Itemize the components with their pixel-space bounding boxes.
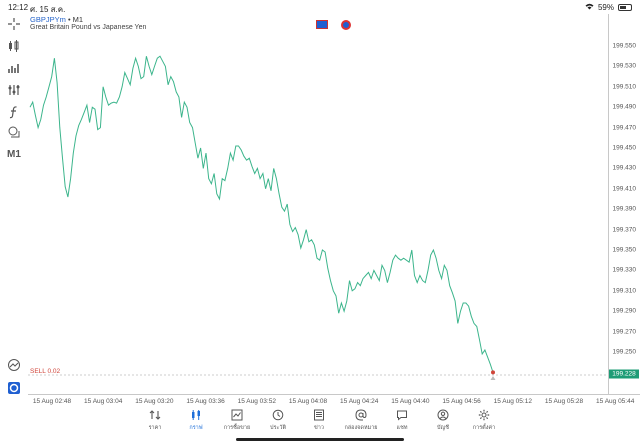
crosshair-icon[interactable] (6, 16, 22, 32)
timeframe-button[interactable]: M1 (7, 148, 21, 160)
nav-quotes-label: ราคา (148, 425, 162, 431)
chart-candles-icon (192, 410, 200, 420)
price-chart (28, 55, 608, 380)
quotes-arrows-icon (149, 410, 161, 420)
function-icon[interactable] (6, 104, 22, 120)
price-tick-label: 199.510 (612, 83, 637, 91)
nav-quotes[interactable]: ราคา (137, 409, 173, 432)
price-tick-label: 199.350 (612, 246, 637, 254)
nav-trade-label: การซื้อขาย (223, 425, 251, 431)
broker-logo-icon[interactable] (6, 380, 22, 396)
nav-history[interactable]: ประวัติ (260, 409, 296, 432)
timeframe-label: • M1 (67, 15, 84, 24)
nav-news[interactable]: ข่าว (301, 409, 337, 432)
symbol-header: GBPJPYm • M1 (30, 15, 83, 24)
price-tick-label: 199.430 (612, 164, 637, 172)
status-time: 12:12 (8, 3, 29, 12)
chart-type-candles-icon[interactable] (6, 38, 22, 54)
trade-signal-icon[interactable] (6, 357, 22, 373)
time-tick-label: 15 Aug 05:28 (544, 398, 584, 405)
settings-gear-icon (478, 409, 490, 421)
trade-chart-icon (231, 409, 243, 421)
price-tick-label: 199.530 (612, 62, 637, 70)
chart-toolbar: M1 (0, 14, 28, 394)
nav-account-label: บัญชี (437, 425, 449, 431)
home-indicator (236, 438, 404, 441)
time-tick-label: 15 Aug 05:12 (493, 398, 532, 405)
time-tick-label: 15 Aug 04:08 (288, 398, 328, 405)
account-user-icon (437, 409, 449, 421)
current-price-tag: 199.228 (609, 369, 639, 379)
price-tick-label: 199.310 (612, 287, 637, 295)
price-tick-label: 199.470 (612, 124, 637, 132)
price-tick-label: 199.370 (612, 226, 637, 234)
time-axis[interactable]: 15 Aug 02:48 15 Aug 03:04 15 Aug 03:20 15 A… (28, 394, 640, 406)
time-tick-label: 15 Aug 03:20 (135, 398, 174, 405)
price-tick-label: 199.250 (612, 348, 637, 356)
sell-order-label[interactable]: SELL 0.02 (30, 368, 61, 375)
price-tick-label: 199.490 (612, 103, 637, 111)
nav-news-label: ข่าว (314, 425, 324, 431)
symbol-description: Great Britain Pound vs Japanese Yen (30, 24, 147, 31)
price-tick-label: 199.450 (612, 144, 637, 152)
gb-flag-icon (316, 20, 328, 29)
last-price-point (491, 370, 495, 375)
price-tick-label: 199.410 (612, 185, 637, 193)
nav-mailbox[interactable]: กล่องจดหมาย (343, 409, 379, 432)
mailbox-at-icon (355, 409, 367, 421)
symbol-name: GBPJPYm (30, 15, 66, 24)
time-tick-label: 15 Aug 04:40 (391, 398, 430, 405)
time-marker-triangle (490, 376, 496, 380)
status-indicators: 59% (585, 3, 632, 12)
chat-bubble-icon (397, 410, 407, 421)
price-tick-label: 199.330 (612, 266, 637, 274)
price-tick-label: 199.390 (612, 205, 637, 213)
nav-chat-label: แชท (396, 425, 408, 431)
status-date: ศ. 15 ส.ค. (30, 5, 66, 14)
battery-icon (618, 4, 632, 11)
news-document-icon (314, 409, 324, 421)
time-tick-label: 15 Aug 04:56 (442, 398, 481, 405)
nav-settings-label: การตั้งค่า (472, 425, 496, 431)
nav-settings[interactable]: การตั้งค่า (466, 409, 502, 432)
nav-history-label: ประวัติ (269, 425, 287, 431)
time-tick-label: 15 Aug 03:52 (237, 398, 276, 405)
time-tick-label: 15 Aug 03:04 (84, 398, 123, 405)
price-tick-label: 199.290 (612, 307, 637, 315)
volume-bars-icon[interactable] (6, 60, 22, 76)
status-bar: 12:12 ศ. 15 ส.ค. 59% (0, 0, 640, 14)
nav-chat[interactable]: แชท (384, 409, 420, 432)
time-tick-label: 15 Aug 05:44 (596, 398, 635, 405)
nav-trade[interactable]: การซื้อขาย (219, 409, 255, 432)
time-tick-label: 15 Aug 04:24 (340, 398, 379, 405)
nav-account[interactable]: บัญชี (425, 409, 461, 432)
time-tick-label: 15 Aug 02:48 (32, 398, 72, 405)
time-tick-label: 15 Aug 03:36 (186, 398, 225, 405)
price-axis[interactable]: 199.550 199.530 199.510 199.490 199.470 199.4… (608, 14, 640, 394)
nav-mailbox-label: กล่องจดหมาย (344, 425, 378, 431)
price-tick-label: 199.550 (612, 42, 637, 50)
wifi-icon (585, 3, 594, 12)
battery-percent: 59% (597, 3, 614, 12)
nav-chart[interactable]: กราฟ (178, 409, 214, 432)
price-tick-label: 199.270 (612, 328, 637, 336)
history-clock-icon (272, 409, 284, 421)
chart-area[interactable] (28, 14, 608, 380)
indicators-icon[interactable] (6, 82, 22, 98)
jp-flag-icon (341, 20, 351, 30)
price-line-series (29, 55, 494, 373)
objects-icon[interactable] (6, 124, 22, 140)
nav-chart-label: กราฟ (189, 425, 203, 431)
